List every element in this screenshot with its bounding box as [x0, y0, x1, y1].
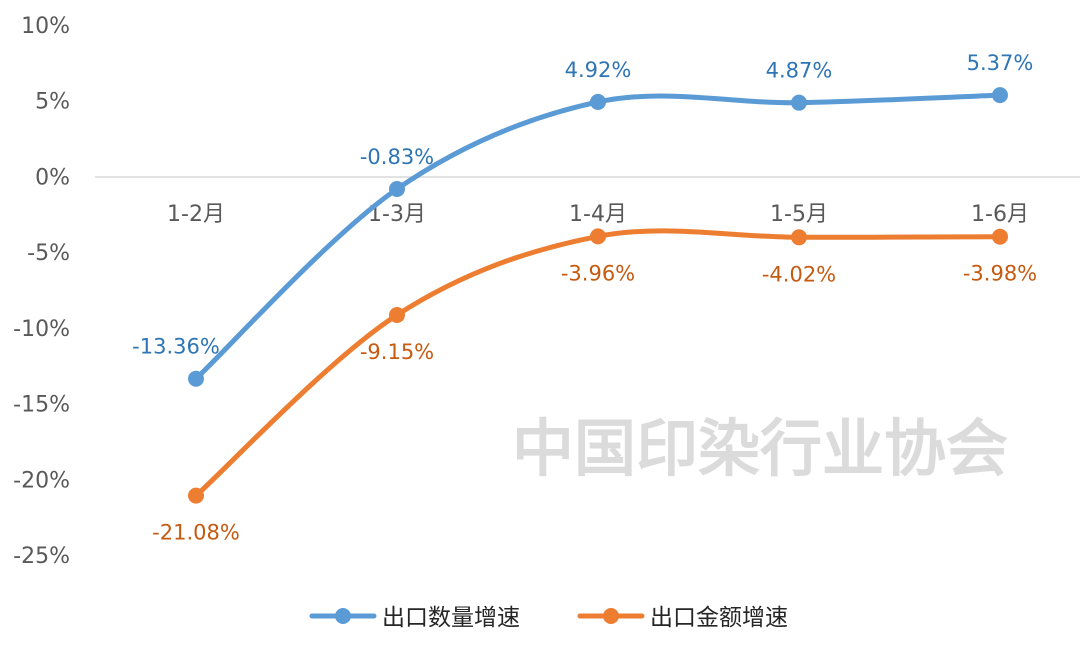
data-label: -9.15% [360, 340, 434, 364]
x-category-label: 1-4月 [569, 202, 627, 227]
data-point [188, 370, 204, 387]
legend: 出口数量增速 出口金额增速 [309, 605, 788, 631]
y-tick-label: 5% [35, 90, 70, 115]
y-axis-ticks: 10% 5% 0% -5% -10% -15% -20% -25% [13, 14, 70, 569]
watermark: 中国印染行业协会 [512, 412, 1008, 485]
y-tick-label: -10% [13, 317, 70, 342]
data-point [389, 180, 405, 197]
y-tick-label: -20% [13, 468, 70, 493]
y-tick-label: 10% [21, 14, 70, 39]
data-label: 5.37% [967, 51, 1034, 75]
data-label: -21.08% [152, 521, 240, 545]
series-group: -13.36% -0.83% 4.92% 4.87% 5.37% -21.08% -9.15… [132, 51, 1037, 545]
series-1: -13.36% -0.83% 4.92% 4.87% 5.37% [132, 51, 1033, 387]
data-point [188, 487, 204, 504]
data-label: -0.83% [360, 145, 434, 169]
y-tick-label: -25% [13, 544, 70, 569]
x-axis-categories: 1-2月 1-3月 1-4月 1-5月 1-6月 [167, 202, 1029, 227]
legend-marker [603, 608, 619, 624]
series-2: -21.08% -9.15% -3.96% -4.02% -3.98% [152, 228, 1037, 545]
y-tick-label: -5% [27, 241, 70, 266]
x-category-label: 1-6月 [971, 202, 1029, 227]
y-tick-label: 0% [35, 165, 70, 190]
y-tick-label: -15% [13, 393, 70, 418]
x-category-label: 1-5月 [770, 202, 828, 227]
data-point [590, 228, 606, 245]
data-label: 4.92% [565, 58, 632, 82]
data-point [791, 229, 807, 246]
data-point [389, 306, 405, 323]
legend-label: 出口金额增速 [650, 605, 788, 631]
legend-marker [335, 608, 351, 624]
data-label: -3.96% [561, 261, 635, 285]
x-category-label: 1-2月 [167, 202, 225, 227]
data-point [590, 93, 606, 110]
data-label: 4.87% [766, 59, 833, 83]
data-label: -4.02% [762, 262, 836, 286]
data-label: -13.36% [132, 335, 220, 359]
legend-label: 出口数量增速 [382, 605, 520, 631]
data-point [992, 87, 1008, 104]
data-label: -3.98% [963, 262, 1037, 286]
data-point [992, 228, 1008, 245]
data-point [791, 94, 807, 111]
